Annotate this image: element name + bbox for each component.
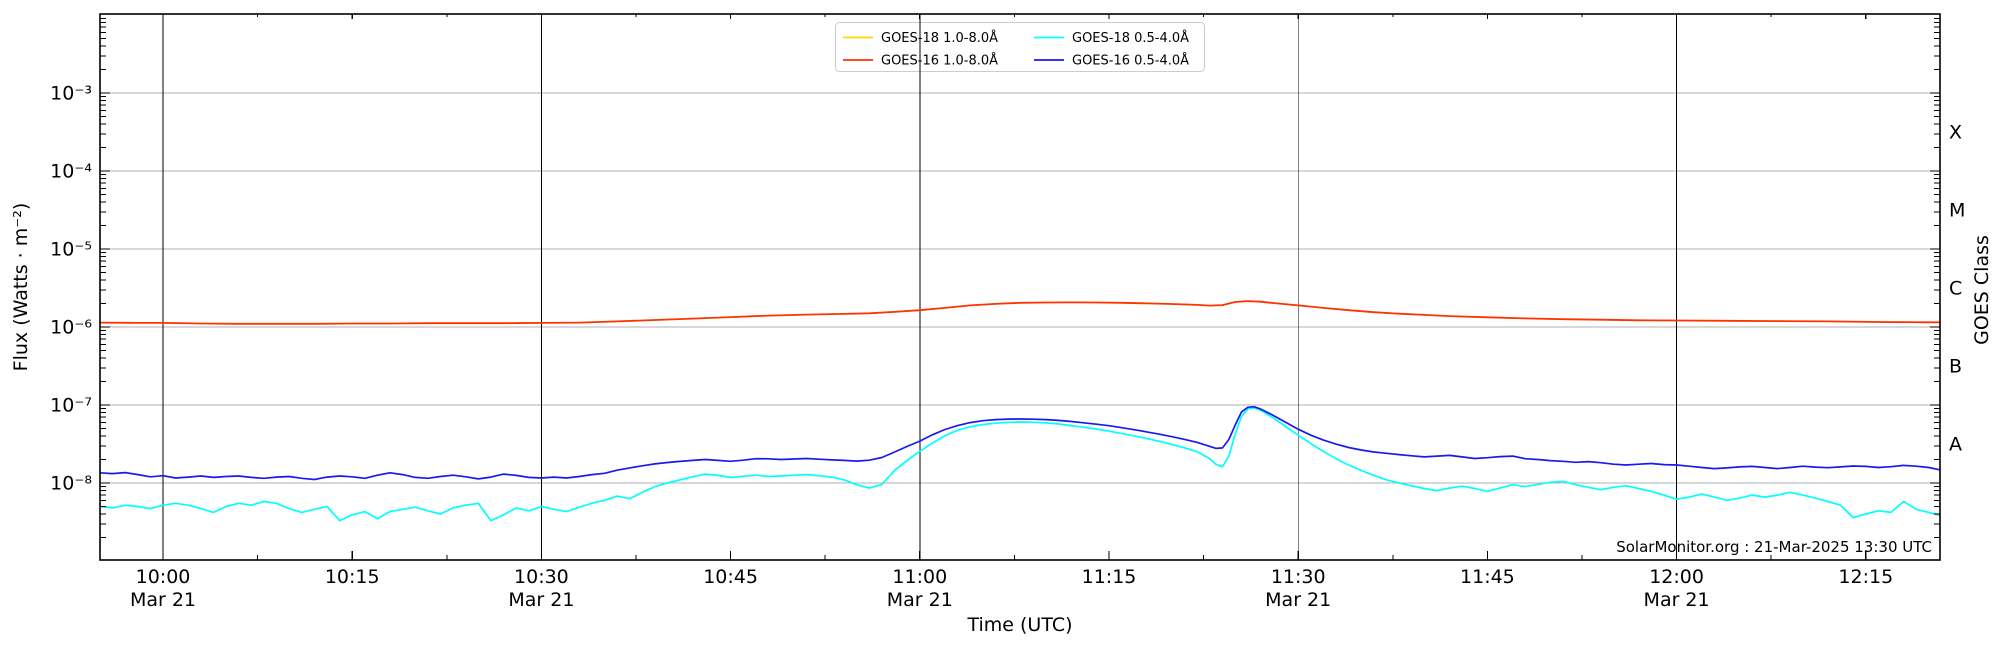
legend-label-goes16-long: GOES-16 1.0-8.0Å xyxy=(881,53,998,69)
date-sublabel-10:00: Mar 21 xyxy=(130,589,196,611)
flux-tick-label-1e-6: 10⁻⁶ xyxy=(50,317,92,339)
goes-class-m-label: M xyxy=(1949,200,1965,222)
horizontal-gridlines xyxy=(100,92,1940,484)
date-sublabel-11:30: Mar 21 xyxy=(1265,589,1331,611)
legend: GOES-18 1.0-8.0Å GOES-18 0.5-4.0Å GOES-16 … xyxy=(843,30,1189,69)
legend-label-goes16-short: GOES-16 0.5-4.0Å xyxy=(1072,53,1189,69)
time-tick-label-12:15: 12:15 xyxy=(1838,566,1893,588)
date-sublabel-11:00: Mar 21 xyxy=(887,589,953,611)
goes-class-b-label: B xyxy=(1949,356,1962,378)
flux-series-lines xyxy=(100,300,1940,522)
series-line-goes16-long xyxy=(100,300,1940,325)
time-tick-label-12:00: 12:00 xyxy=(1649,566,1704,588)
legend-label-goes18-short: GOES-18 0.5-4.0Å xyxy=(1072,30,1189,46)
legend-label-goes18-long: GOES-18 1.0-8.0Å xyxy=(881,30,998,46)
goes-class-x-label: X xyxy=(1949,122,1962,144)
time-tick-label-11:45: 11:45 xyxy=(1460,566,1515,588)
flux-tick-label-1e-4: 10⁻⁴ xyxy=(50,161,92,183)
time-tick-label-11:30: 11:30 xyxy=(1271,566,1326,588)
flux-tick-label-1e-7: 10⁻⁷ xyxy=(50,395,92,417)
time-tick-label-11:15: 11:15 xyxy=(1082,566,1137,588)
goes-class-c-label: C xyxy=(1949,278,1962,300)
time-tick-label-10:00: 10:00 xyxy=(136,566,191,588)
goes-class-a-label: A xyxy=(1949,434,1962,456)
legend-box xyxy=(835,22,1205,72)
time-tick-label-11:00: 11:00 xyxy=(892,566,947,588)
plot-frame xyxy=(99,13,1941,561)
time-tick-label-10:30: 10:30 xyxy=(514,566,569,588)
goes-class-letters: X M C B A xyxy=(1949,122,1965,456)
time-tick-label-10:15: 10:15 xyxy=(325,566,380,588)
date-sublabel-12:00: Mar 21 xyxy=(1644,589,1710,611)
series-line-goes18-short xyxy=(100,406,1940,522)
y-axis-title-right: GOES Class xyxy=(1971,235,1993,345)
flux-tick-label-1e-8: 10⁻⁸ xyxy=(50,473,92,495)
legend-background xyxy=(835,22,1205,72)
solarmonitor-watermark: SolarMonitor.org : 21-Mar-2025 13:30 UTC xyxy=(1616,538,1932,556)
date-sublabel-10:30: Mar 21 xyxy=(508,589,574,611)
series-line-goes16-short xyxy=(100,405,1940,481)
y-axis-title-left: Flux (Watts · m⁻²) xyxy=(10,203,32,372)
axis-ticks xyxy=(100,14,1940,560)
vertical-gridlines xyxy=(162,14,1678,560)
time-tick-label-10:45: 10:45 xyxy=(703,566,758,588)
x-axis-title: Time (UTC) xyxy=(966,614,1072,636)
flux-tick-label-1e-3: 10⁻³ xyxy=(50,83,92,105)
flux-tick-label-1e-5: 10⁻⁵ xyxy=(50,239,92,261)
